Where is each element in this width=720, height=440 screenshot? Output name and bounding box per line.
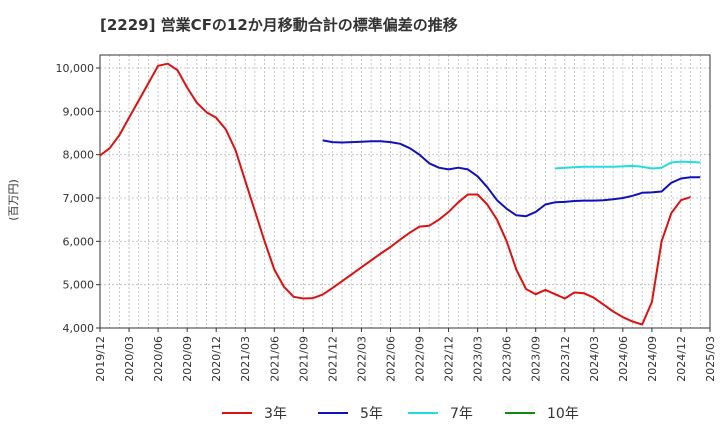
y-tick-label: 5,000 xyxy=(63,279,95,292)
plot-frame xyxy=(99,54,711,329)
x-tick-label: 2021/03 xyxy=(239,336,252,382)
legend-label: 3年 xyxy=(264,406,287,422)
x-tick-label: 2023/09 xyxy=(530,336,543,382)
x-tick-label: 2022/12 xyxy=(443,336,456,382)
x-tick-label: 2022/03 xyxy=(355,336,368,382)
y-tick-label: 7,000 xyxy=(63,192,95,205)
y-tick-label: 4,000 xyxy=(63,322,95,335)
x-tick-label: 2020/09 xyxy=(181,336,194,382)
y-tick-label: 9,000 xyxy=(63,105,95,118)
x-tick-label: 2020/03 xyxy=(123,336,136,382)
series-lines xyxy=(99,62,701,326)
x-tick-label: 2022/06 xyxy=(384,336,397,382)
x-tick-label: 2023/06 xyxy=(501,336,514,382)
legend-label: 10年 xyxy=(547,406,579,422)
x-tick-label: 2024/12 xyxy=(675,336,688,382)
x-tick-label: 2024/06 xyxy=(617,336,630,382)
y-tick-label: 8,000 xyxy=(63,149,95,162)
x-tick-label: 2024/03 xyxy=(588,336,601,382)
x-tick-label: 2020/06 xyxy=(152,336,165,382)
x-tick-label: 2025/03 xyxy=(704,336,717,382)
x-tick-label: 2022/09 xyxy=(414,336,427,382)
legend: 3年 5年 7年 10年 xyxy=(222,406,579,422)
series-line-7年 xyxy=(555,160,701,170)
x-tick-label: 2019/12 xyxy=(94,336,107,382)
y-tick-label: 6,000 xyxy=(63,235,95,248)
x-tick-label: 2021/09 xyxy=(297,336,310,382)
series-line-3年 xyxy=(99,62,691,326)
y-tick-label: 10,000 xyxy=(56,62,95,75)
x-tick-label: 2023/12 xyxy=(559,336,572,382)
x-tick-label: 2020/12 xyxy=(210,336,223,382)
legend-label: 7年 xyxy=(450,406,473,422)
x-tick-label: 2023/03 xyxy=(472,336,485,382)
x-tick-label: 2021/12 xyxy=(326,336,339,382)
chart-title: [2229] 営業CFの12か月移動合計の標準偏差の推移 xyxy=(100,16,458,34)
x-tick-label: 2021/06 xyxy=(268,336,281,382)
axes: 4,000 5,000 6,000 7,000 8,000 9,000 10,000 2019… xyxy=(56,62,718,382)
y-axis-label: (百万円) xyxy=(7,179,20,221)
series-line-5年 xyxy=(322,139,701,218)
legend-label: 5年 xyxy=(360,406,383,422)
x-tick-label: 2024/09 xyxy=(646,336,659,382)
